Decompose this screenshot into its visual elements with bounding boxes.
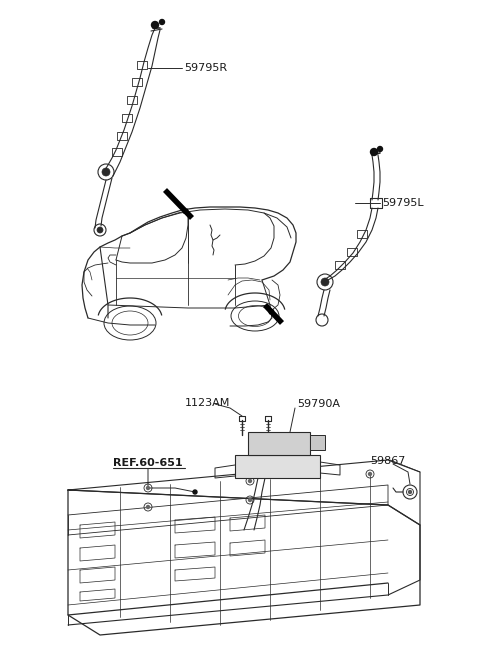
Circle shape [249,498,252,502]
Polygon shape [310,435,325,450]
Circle shape [321,278,329,286]
Text: 1123AM: 1123AM [185,398,230,408]
Circle shape [369,472,372,476]
Circle shape [193,490,197,494]
Circle shape [159,20,165,24]
Text: 59867: 59867 [370,456,406,466]
Circle shape [408,491,411,493]
Polygon shape [235,455,320,478]
Circle shape [97,227,103,233]
Text: 59795R: 59795R [184,63,227,73]
Polygon shape [248,432,310,455]
Circle shape [152,22,158,29]
Circle shape [146,506,149,508]
Text: 59790A: 59790A [297,399,340,409]
Circle shape [249,479,252,483]
Circle shape [377,147,383,151]
Circle shape [146,487,149,489]
Text: REF.60-651: REF.60-651 [113,458,182,468]
Text: 59795L: 59795L [382,198,424,208]
Circle shape [371,149,377,155]
Circle shape [102,168,110,176]
